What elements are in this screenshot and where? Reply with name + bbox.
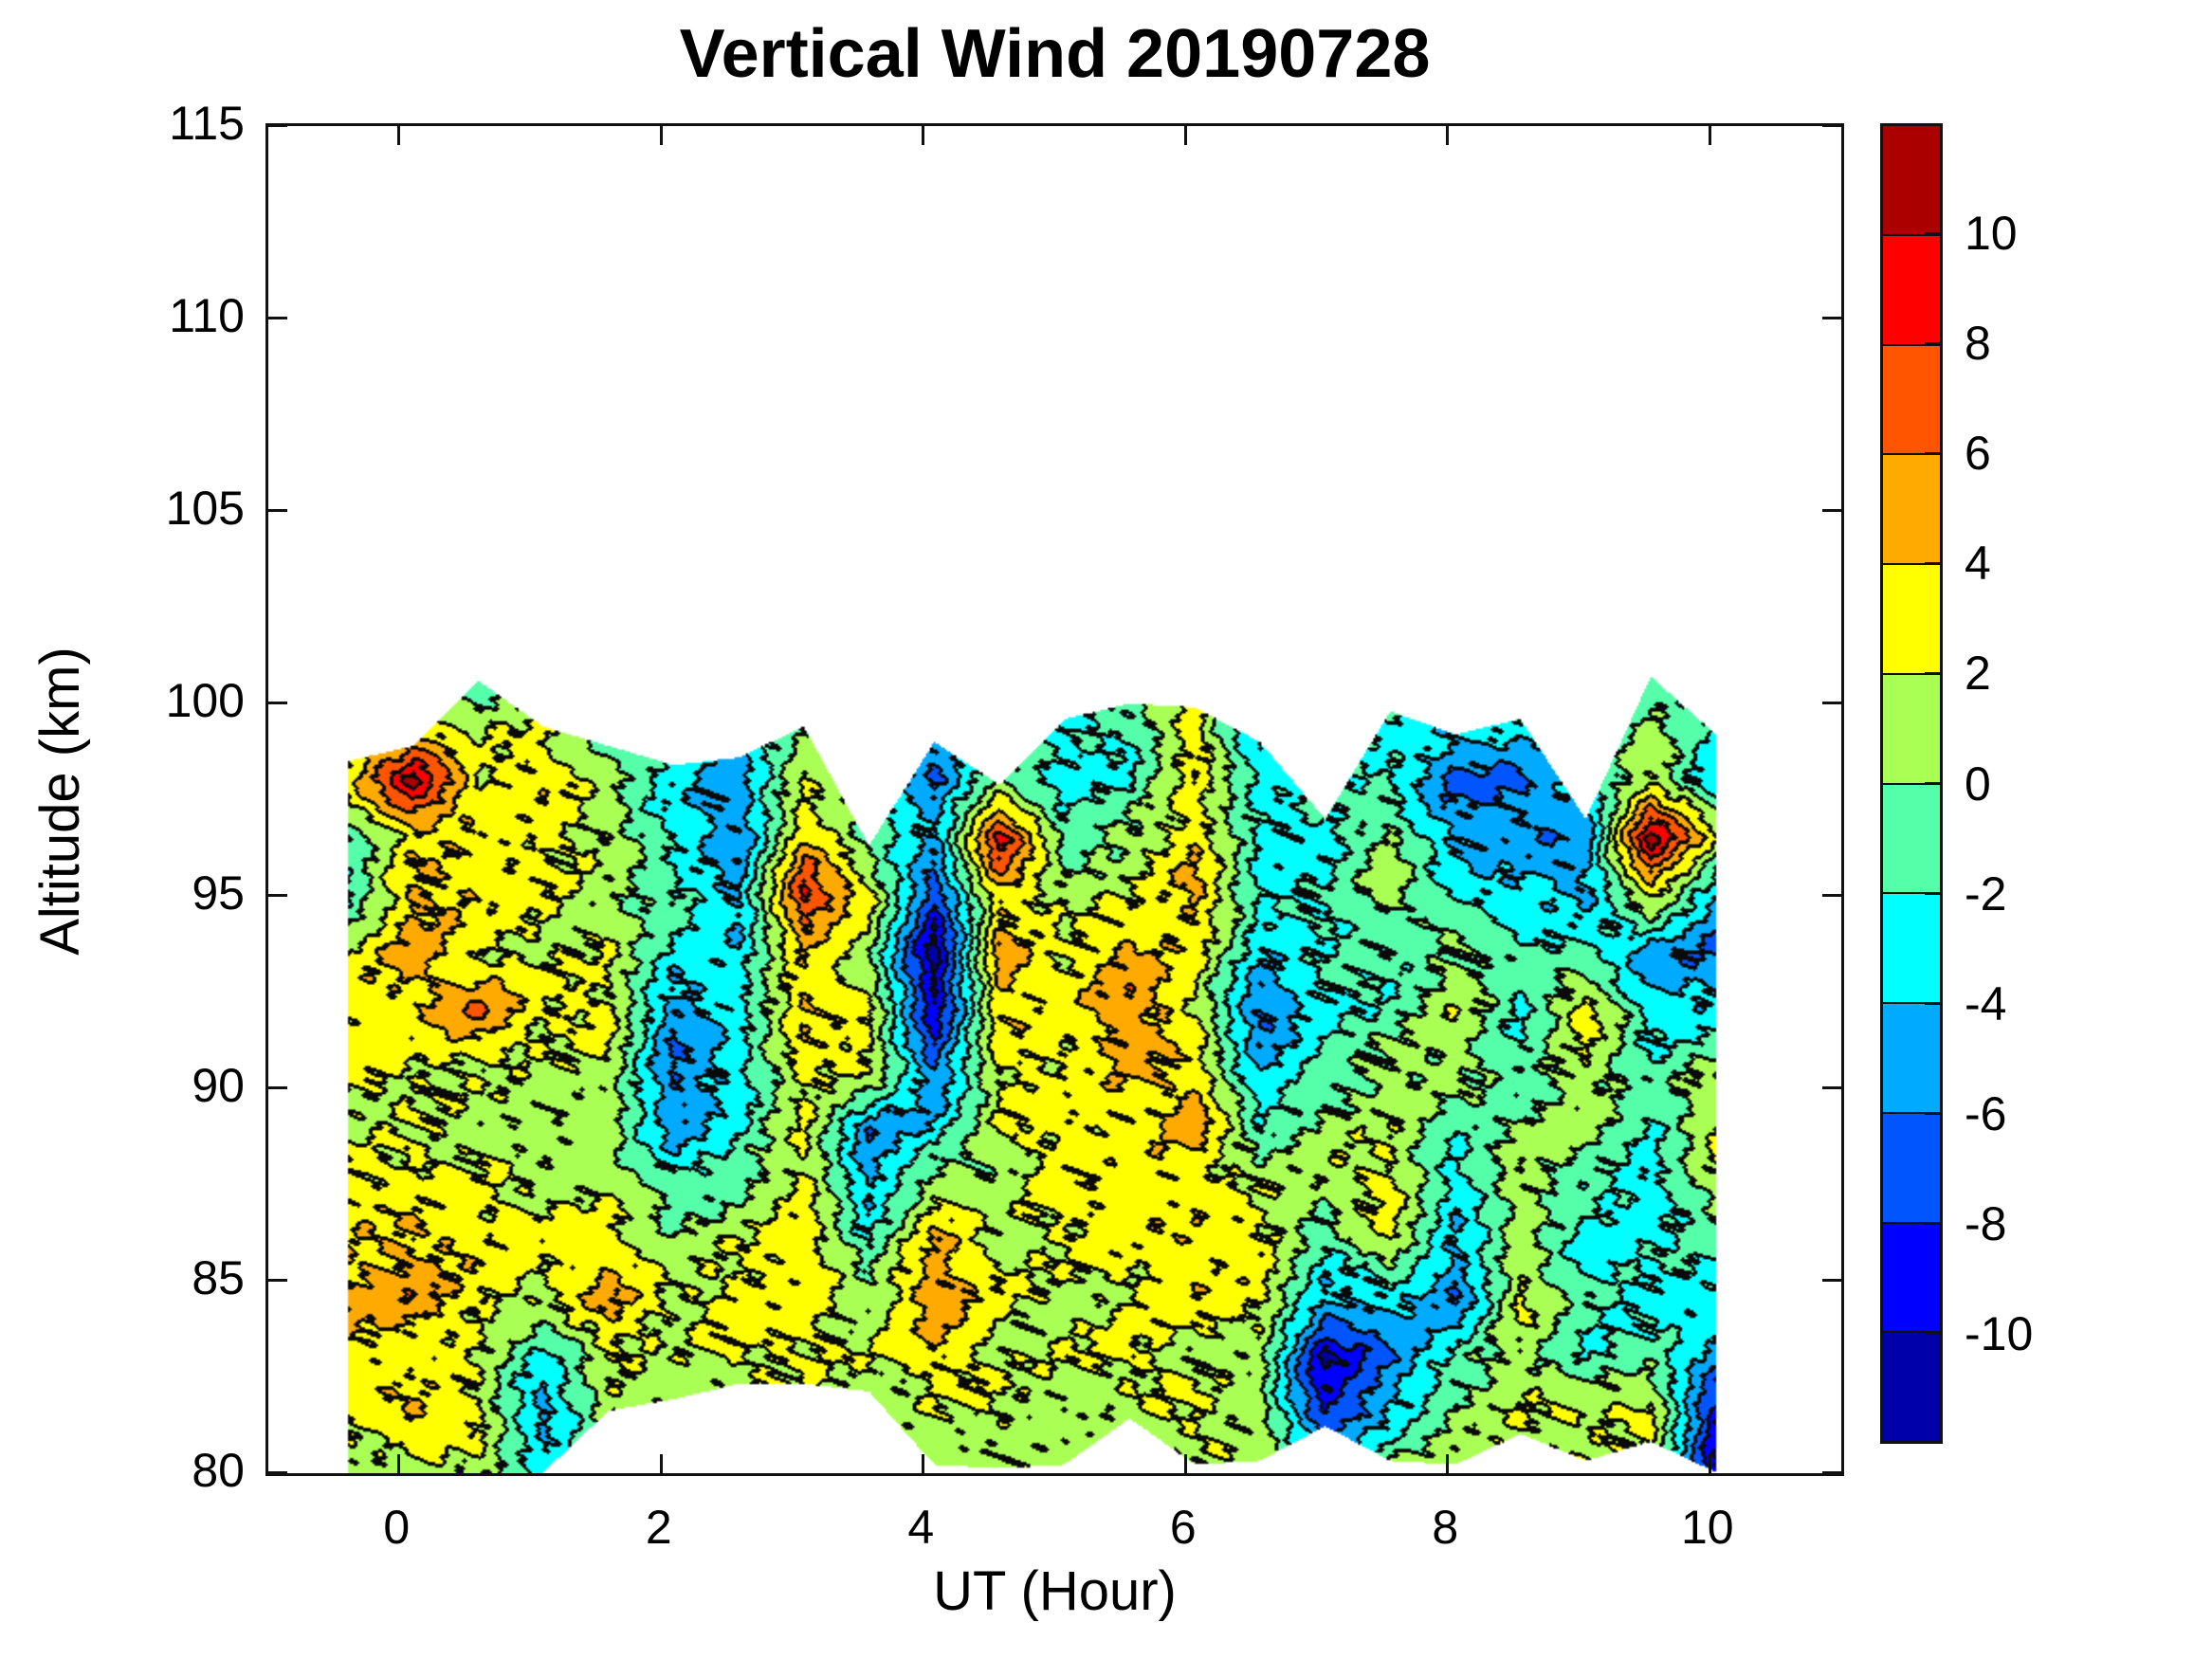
colorbar-tick-label: 0: [1965, 757, 1991, 811]
axis-tick-mark: [1446, 1454, 1449, 1473]
axis-tick-mark: [1184, 1454, 1187, 1473]
axis-tick-mark: [1822, 124, 1841, 127]
colorbar-tick-mark: [1925, 671, 1940, 675]
axis-tick-mark: [1822, 1279, 1841, 1282]
x-tick-label: 10: [1680, 1501, 1734, 1554]
colorbar-tick-label: -10: [1965, 1306, 2034, 1360]
y-axis-label: Altitude (km): [29, 647, 91, 956]
x-tick-label: 6: [1169, 1501, 1197, 1554]
colorbar-tick-label: -4: [1965, 976, 2007, 1030]
axis-tick-mark: [268, 1279, 287, 1282]
colorbar-tick-mark: [1925, 1112, 1940, 1116]
colorbar-segment: [1883, 453, 1940, 563]
colorbar-tick-mark: [1925, 1332, 1940, 1336]
axis-tick-mark: [660, 126, 663, 145]
colorbar-tick-label: 10: [1965, 207, 2018, 261]
axis-tick-mark: [268, 1471, 287, 1474]
colorbar-segment: [1883, 1002, 1940, 1112]
y-tick-label: 100: [165, 674, 245, 727]
colorbar-tick-label: -6: [1965, 1086, 2007, 1140]
axis-tick-mark: [1709, 1454, 1711, 1473]
axis-tick-mark: [268, 124, 287, 127]
axis-tick-mark: [1822, 702, 1841, 704]
axis-tick-mark: [268, 894, 287, 897]
colorbar-segment: [1883, 1111, 1940, 1222]
plot-area: [265, 123, 1844, 1476]
colorbar-segment: [1883, 343, 1940, 454]
axis-tick-mark: [268, 509, 287, 512]
colorbar-segment: [1883, 233, 1940, 344]
y-tick-label: 95: [192, 866, 245, 920]
x-tick-label: 8: [1432, 1501, 1459, 1554]
colorbar-segment: [1883, 892, 1940, 1002]
axis-tick-mark: [397, 1454, 400, 1473]
axis-tick-mark: [268, 1086, 287, 1089]
axis-tick-mark: [268, 702, 287, 704]
axis-tick-mark: [268, 317, 287, 319]
y-tick-label: 90: [192, 1059, 245, 1112]
x-tick-label: 4: [907, 1501, 935, 1554]
colorbar-segment: [1883, 782, 1940, 893]
colorbar-tick-mark: [1925, 1002, 1940, 1006]
axis-tick-mark: [1709, 126, 1711, 145]
axis-tick-mark: [397, 126, 400, 145]
colorbar-segment: [1883, 1331, 1940, 1441]
chart-title: Vertical Wind 20190728: [679, 16, 1431, 92]
colorbar-tick-mark: [1925, 892, 1940, 896]
axis-tick-mark: [922, 126, 924, 145]
colorbar-tick-label: 2: [1965, 647, 1991, 701]
colorbar-tick-label: 6: [1965, 427, 1991, 481]
y-tick-label: 80: [192, 1444, 245, 1497]
contour-field-canvas: [268, 126, 1841, 1473]
colorbar-tick-mark: [1925, 231, 1940, 235]
colorbar-tick-label: 8: [1965, 317, 1991, 371]
axis-tick-mark: [1446, 126, 1449, 145]
x-axis-label: UT (Hour): [933, 1560, 1177, 1622]
y-tick-label: 110: [169, 289, 245, 342]
axis-tick-mark: [922, 1454, 924, 1473]
colorbar-tick-label: -2: [1965, 866, 2007, 921]
x-tick-label: 2: [645, 1501, 672, 1554]
colorbar-segment: [1883, 672, 1940, 783]
y-tick-label: 85: [192, 1251, 245, 1304]
colorbar-segment: [1883, 126, 1940, 234]
axis-tick-mark: [1184, 126, 1187, 145]
axis-tick-mark: [1822, 894, 1841, 897]
colorbar-tick-label: -8: [1965, 1196, 2007, 1250]
axis-tick-mark: [1822, 1086, 1841, 1089]
colorbar: [1880, 123, 1943, 1444]
axis-tick-mark: [660, 1454, 663, 1473]
colorbar-tick-mark: [1925, 782, 1940, 785]
x-tick-label: 0: [383, 1501, 411, 1554]
y-tick-label: 105: [165, 482, 245, 535]
colorbar-tick-label: 4: [1965, 537, 1991, 591]
colorbar-segment: [1883, 563, 1940, 673]
y-tick-label: 115: [169, 97, 245, 150]
colorbar-tick-mark: [1925, 1222, 1940, 1226]
colorbar-tick-mark: [1925, 451, 1940, 455]
axis-tick-mark: [1822, 509, 1841, 512]
colorbar-tick-mark: [1925, 561, 1940, 565]
colorbar-segment: [1883, 1221, 1940, 1332]
colorbar-tick-mark: [1925, 341, 1940, 345]
axis-tick-mark: [1822, 317, 1841, 319]
axis-tick-mark: [1822, 1471, 1841, 1474]
